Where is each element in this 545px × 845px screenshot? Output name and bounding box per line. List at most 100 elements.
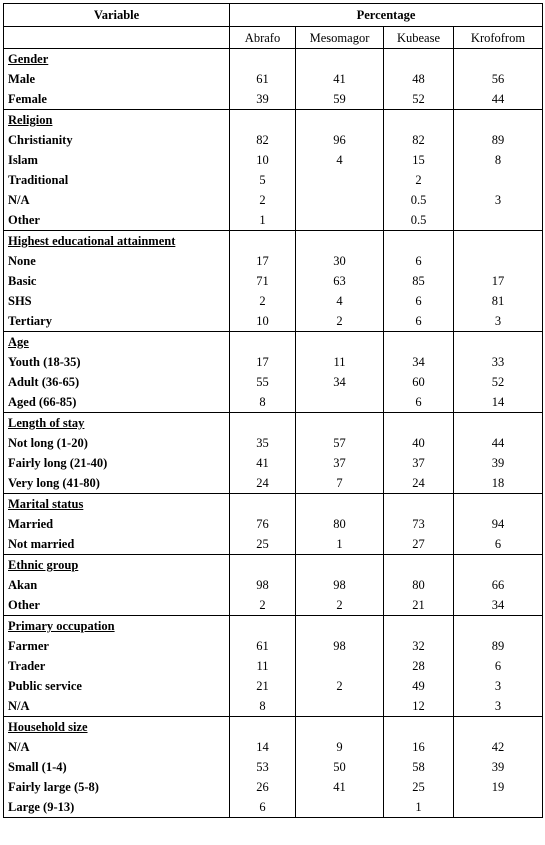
value-cell-mesomagor: 41 [295,777,384,797]
empty-cell [452,48,544,69]
empty-cell [229,716,296,737]
value-cell-kubease: 80 [383,575,454,595]
empty-cell [452,493,544,514]
value-cell-krofofrom: 89 [452,636,544,656]
value-cell-kubease: 2 [383,170,454,190]
value-cell-kubease: 6 [383,392,454,413]
table-row: Farmer 61 98 32 89 [3,636,544,656]
value-cell-mesomagor [295,170,384,190]
row-label: Islam [3,150,230,170]
table-row: Other 2 2 21 34 [3,595,544,616]
table-row: Small (1-4) 53 50 58 39 [3,757,544,777]
value-cell-kubease: 49 [383,676,454,696]
table-row: Public service 21 2 49 3 [3,676,544,696]
value-cell-krofofrom: 6 [452,656,544,676]
value-cell-kubease: 0.5 [383,210,454,231]
empty-cell [229,615,296,636]
value-cell-kubease: 48 [383,69,454,89]
value-cell-abrafo: 41 [229,453,296,473]
value-cell-mesomagor: 98 [295,575,384,595]
row-label: Fairly long (21-40) [3,453,230,473]
value-cell-kubease: 27 [383,534,454,555]
row-label: Not married [3,534,230,555]
value-cell-kubease: 16 [383,737,454,757]
value-cell-kubease: 15 [383,150,454,170]
table-row: Traditional 5 2 [3,170,544,190]
empty-cell [383,331,454,352]
table-row: Basic 71 63 85 17 [3,271,544,291]
empty-cell [452,412,544,433]
value-cell-kubease: 37 [383,453,454,473]
empty-cell [383,554,454,575]
row-label: Fairly large (5-8) [3,777,230,797]
empty-cell [229,331,296,352]
value-cell-krofofrom: 34 [452,595,544,616]
group-header-row: Gender [3,48,544,69]
group-header-row: Primary occupation [3,615,544,636]
value-cell-krofofrom: 52 [452,372,544,392]
empty-cell [295,48,384,69]
group-title: Primary occupation [3,615,230,636]
value-cell-abrafo: 11 [229,656,296,676]
value-cell-mesomagor: 9 [295,737,384,757]
table-row: N/A 8 12 3 [3,696,544,717]
value-cell-mesomagor: 41 [295,69,384,89]
value-cell-abrafo: 17 [229,251,296,271]
table-row: Very long (41-80) 24 7 24 18 [3,473,544,494]
value-cell-abrafo: 8 [229,696,296,717]
value-cell-krofofrom: 39 [452,453,544,473]
row-label: Not long (1-20) [3,433,230,453]
percentage-header: Percentage [228,3,544,27]
value-cell-kubease: 40 [383,433,454,453]
value-cell-abrafo: 10 [229,150,296,170]
group-header-row: Household size [3,716,544,737]
value-cell-kubease: 6 [383,311,454,332]
group-title: Gender [3,48,230,69]
empty-cell [383,615,454,636]
table-row: N/A 2 0.5 3 [3,190,544,210]
row-label: None [3,251,230,271]
value-cell-krofofrom: 33 [452,352,544,372]
value-cell-mesomagor [295,797,384,818]
table-row: Married 76 80 73 94 [3,514,544,534]
value-cell-kubease: 6 [383,251,454,271]
value-cell-abrafo: 8 [229,392,296,413]
value-cell-krofofrom: 19 [452,777,544,797]
group-title: Age [3,331,230,352]
empty-cell [229,109,296,130]
empty-cell [295,716,384,737]
value-cell-abrafo: 2 [229,595,296,616]
value-cell-kubease: 85 [383,271,454,291]
value-cell-kubease: 21 [383,595,454,616]
group-header-row: Ethnic group [3,554,544,575]
value-cell-mesomagor [295,190,384,210]
table-row: Youth (18-35) 17 11 34 33 [3,352,544,372]
value-cell-krofofrom: 14 [452,392,544,413]
value-cell-mesomagor [295,210,384,231]
value-cell-abrafo: 1 [229,210,296,231]
row-label: Youth (18-35) [3,352,230,372]
value-cell-kubease: 24 [383,473,454,494]
empty-cell [452,615,544,636]
value-cell-kubease: 0.5 [383,190,454,210]
table-row: Fairly long (21-40) 41 37 37 39 [3,453,544,473]
row-label: Adult (36-65) [3,372,230,392]
empty-cell [229,230,296,251]
value-cell-krofofrom [452,797,544,818]
value-cell-krofofrom [452,210,544,231]
column-header-abrafo: Abrafo [229,26,296,49]
value-cell-abrafo: 76 [229,514,296,534]
value-cell-abrafo: 14 [229,737,296,757]
group-header-row: Marital status [3,493,544,514]
row-label: Small (1-4) [3,757,230,777]
value-cell-abrafo: 2 [229,291,296,311]
table-row: N/A 14 9 16 42 [3,737,544,757]
value-cell-kubease: 1 [383,797,454,818]
group-title: Religion [3,109,230,130]
table-row: Male 61 41 48 56 [3,69,544,89]
empty-cell [452,109,544,130]
value-cell-mesomagor: 96 [295,130,384,150]
value-cell-kubease: 32 [383,636,454,656]
value-cell-mesomagor: 50 [295,757,384,777]
value-cell-mesomagor: 11 [295,352,384,372]
